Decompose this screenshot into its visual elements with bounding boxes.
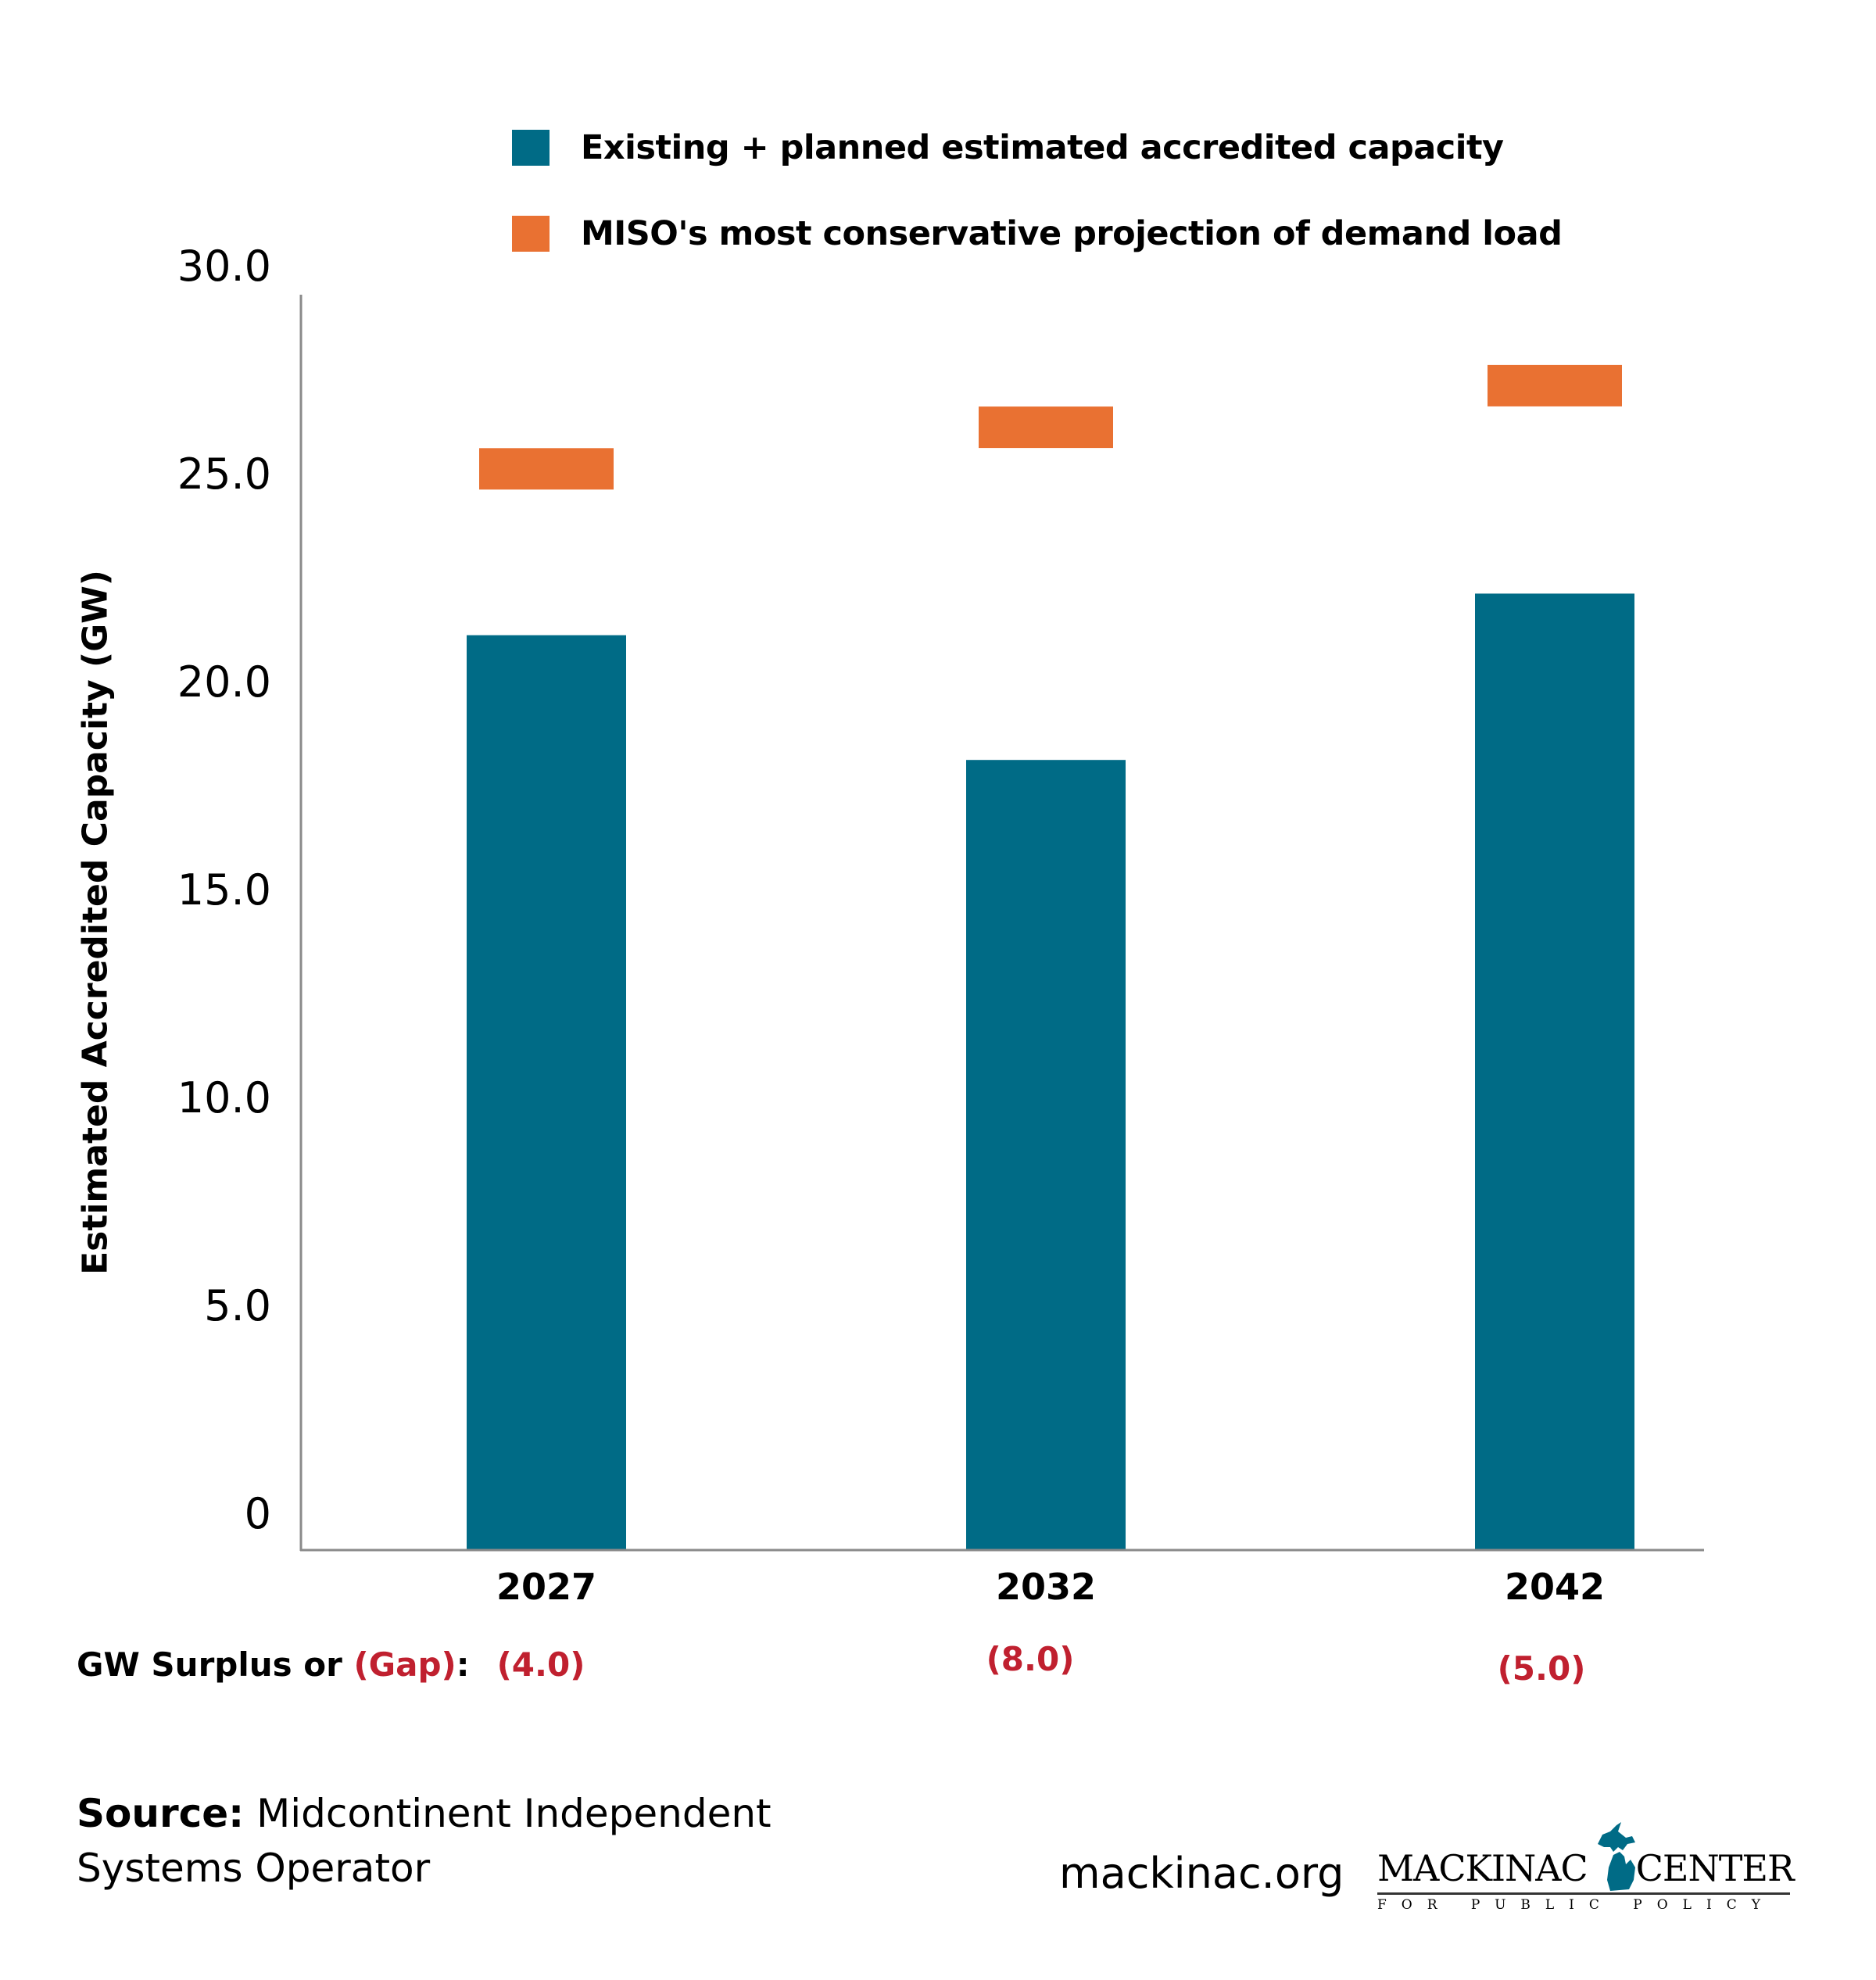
- y-tick-label: 25.0: [177, 449, 271, 499]
- logo-wordmark: MACKINAC CENTER: [1377, 1847, 1795, 1889]
- y-tick-label: 10.0: [177, 1073, 271, 1122]
- gap-label-suffix: :: [456, 1645, 470, 1684]
- capacity-bar-2027: [467, 635, 626, 1550]
- logo-text-left: MACKINAC: [1377, 1847, 1588, 1889]
- logo-text-right: CENTER: [1635, 1847, 1795, 1889]
- capacity-bar-2042: [1475, 593, 1634, 1550]
- gap-row-label: GW Surplus or (Gap):: [77, 1645, 470, 1684]
- legend-item-capacity: Existing + planned estimated accredited …: [512, 128, 1504, 167]
- demand-marker-2027: [479, 448, 614, 490]
- legend-label-capacity: Existing + planned estimated accredited …: [581, 128, 1504, 167]
- source-note: Source: Midcontinent Independent Systems…: [77, 1786, 772, 1896]
- gap-label-gap: (Gap): [353, 1645, 456, 1684]
- source-label: Source:: [77, 1791, 245, 1836]
- gap-value-2032: (8.0): [986, 1640, 1075, 1678]
- mackinac-center-logo: MACKINAC CENTER FOR PUBLIC POLICY: [1377, 1822, 1795, 1913]
- y-tick-label: 0: [245, 1489, 271, 1538]
- y-tick-label: 30.0: [177, 242, 271, 291]
- y-tick-label: 20.0: [177, 657, 271, 707]
- gap-value-2042: (5.0): [1497, 1649, 1586, 1688]
- capacity-bar-2032: [966, 760, 1126, 1550]
- y-tick-label: 15.0: [177, 865, 271, 915]
- michigan-icon: [1598, 1822, 1635, 1891]
- source-text-line1: Midcontinent Independent: [244, 1791, 772, 1836]
- demand-marker-2042: [1488, 364, 1622, 406]
- gap-value-2027: (4.0): [496, 1645, 585, 1684]
- y-axis-title: Estimated Accredited Capacity (GW): [75, 570, 116, 1275]
- legend-item-demand: MISO's most conservative projection of d…: [512, 214, 1563, 253]
- logo-divider: [1377, 1892, 1790, 1895]
- gap-label-prefix: GW Surplus or: [77, 1645, 354, 1684]
- x-tick-label-2042: 2042: [1505, 1566, 1605, 1608]
- legend-label-demand: MISO's most conservative projection of d…: [581, 214, 1563, 253]
- demand-marker-2032: [979, 406, 1113, 449]
- y-tick-label: 5.0: [204, 1281, 271, 1330]
- x-tick-label-2027: 2027: [496, 1566, 596, 1608]
- x-tick-label-2032: 2032: [996, 1566, 1096, 1608]
- logo-subtitle: FOR PUBLIC POLICY: [1377, 1897, 1775, 1913]
- legend-swatch-capacity: [512, 130, 550, 166]
- website-link[interactable]: mackinac.org: [1059, 1849, 1344, 1898]
- source-text-line2: Systems Operator: [77, 1846, 431, 1891]
- legend-swatch-demand: [512, 216, 550, 252]
